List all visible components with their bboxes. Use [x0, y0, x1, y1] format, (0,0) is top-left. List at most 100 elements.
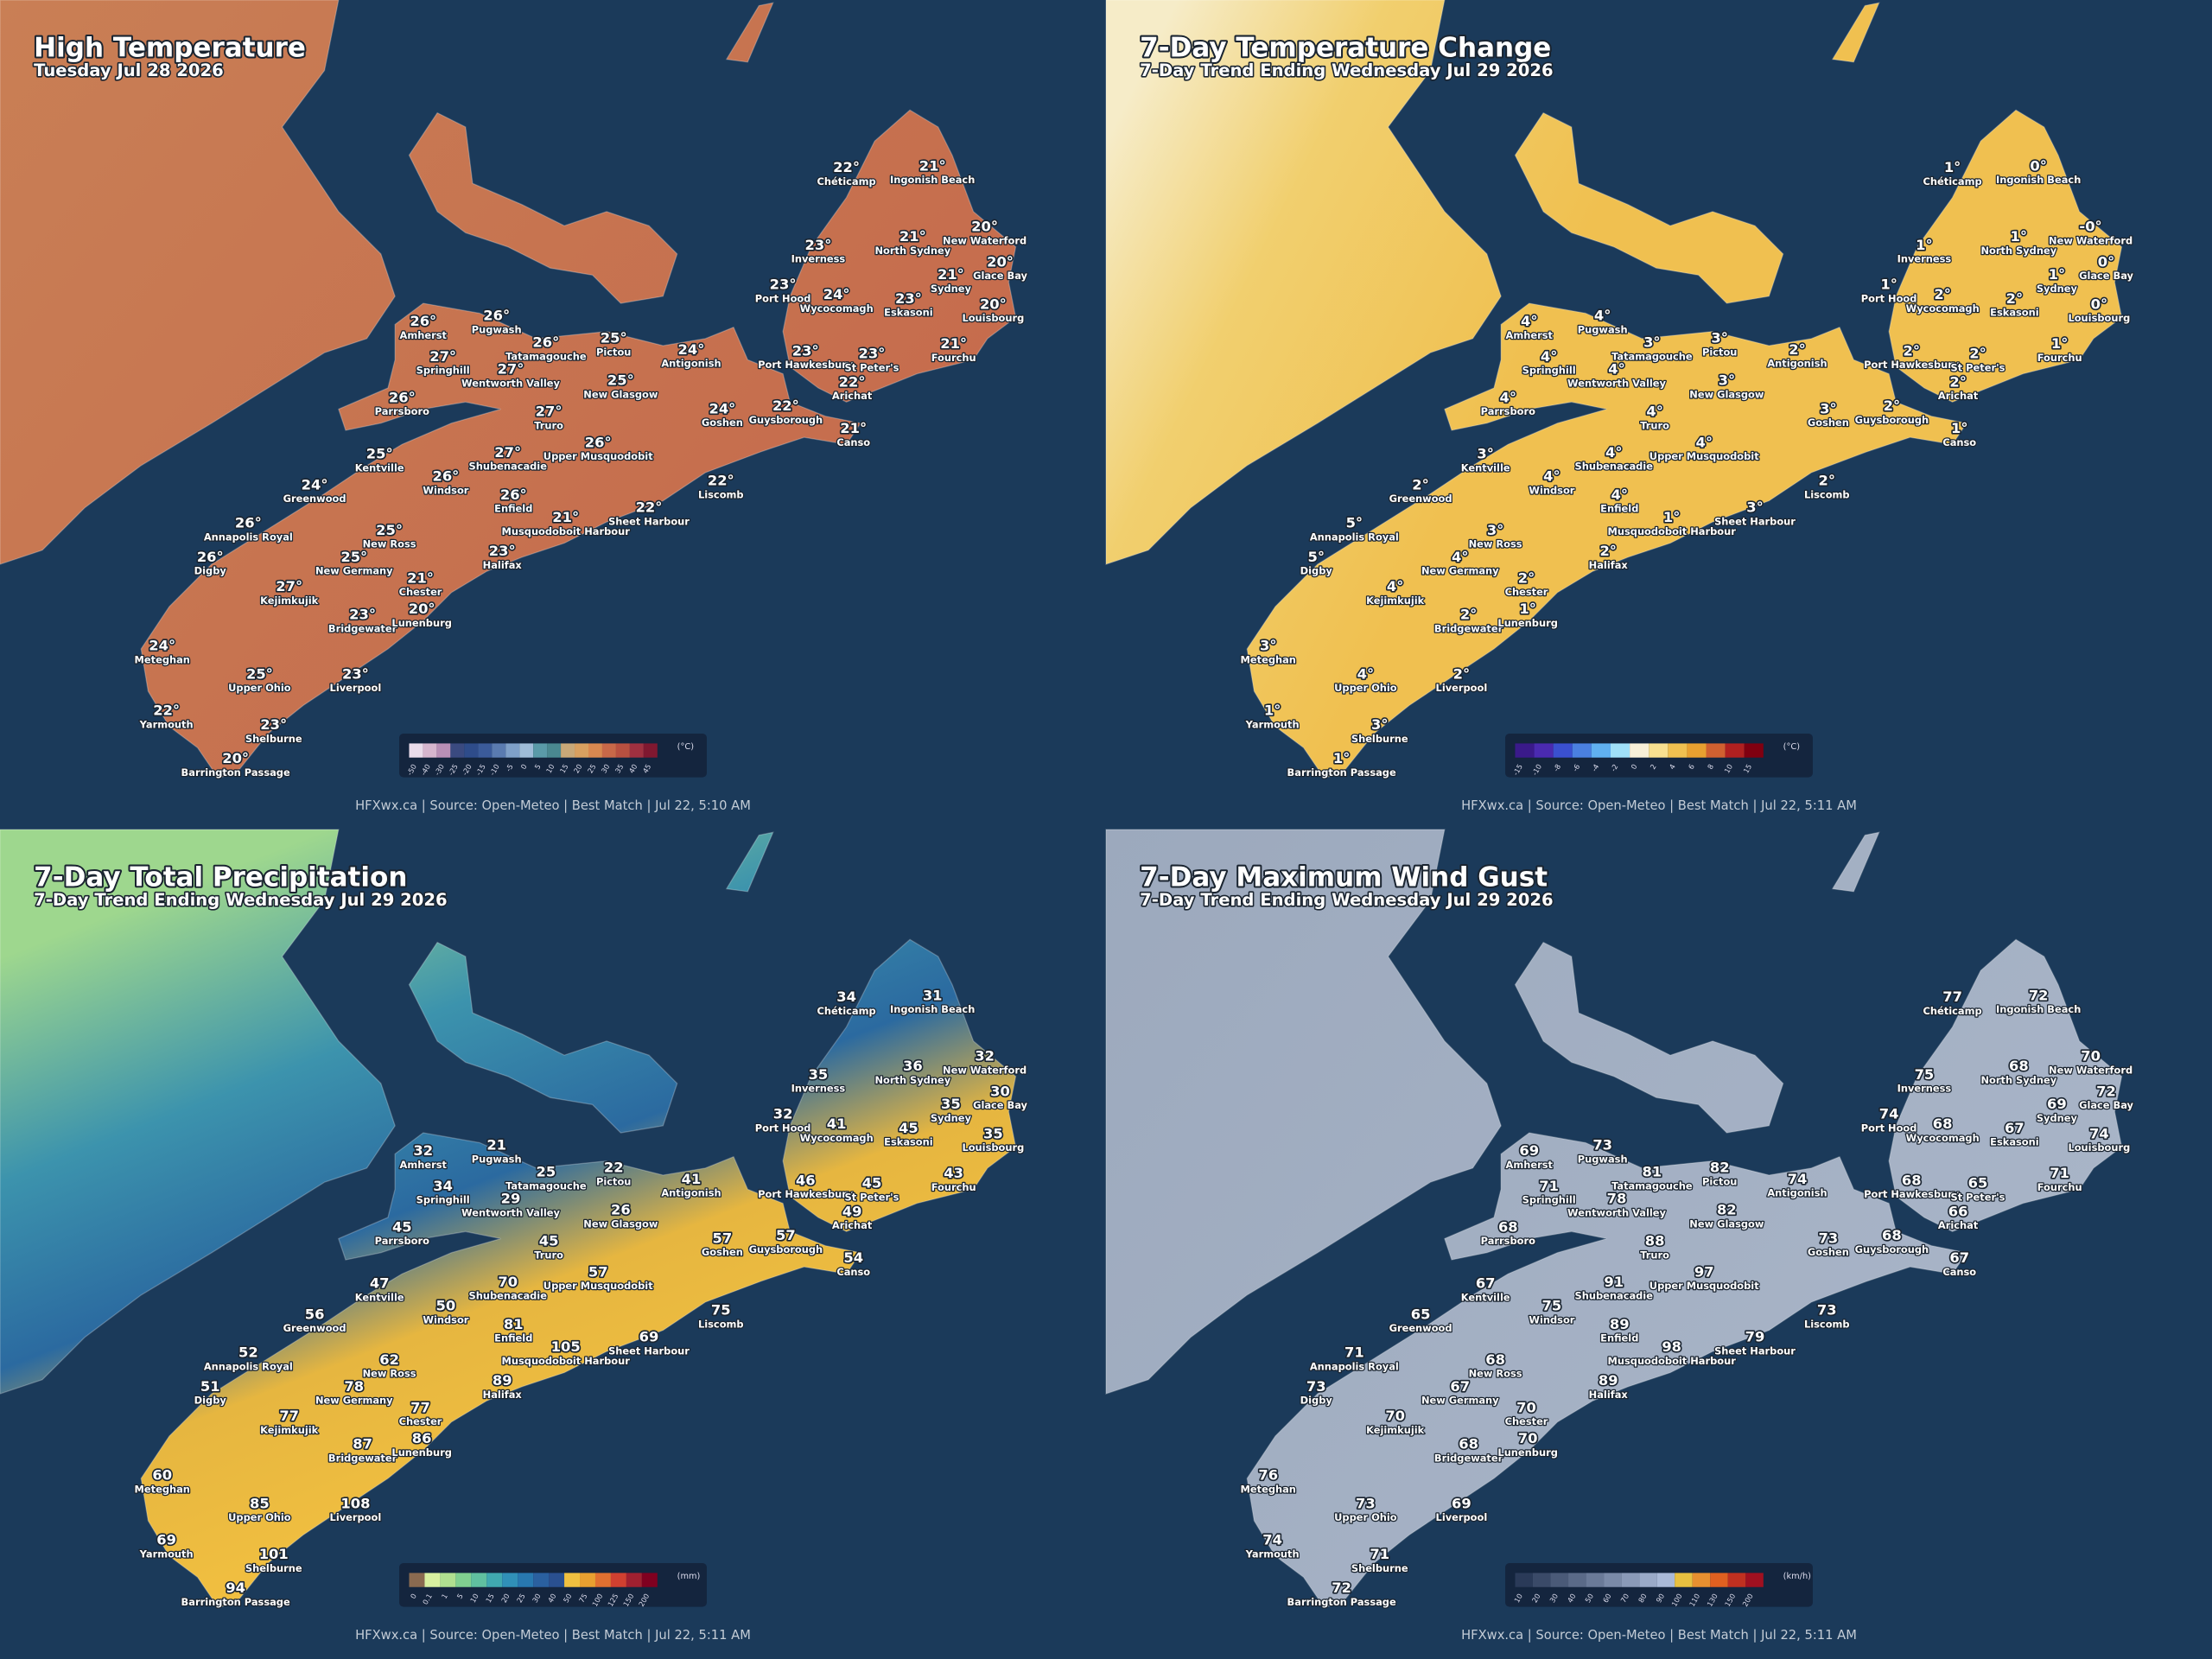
- city-value: 45: [899, 1120, 918, 1136]
- city-name: Windsor: [423, 1313, 468, 1325]
- legend-tick: 35: [613, 762, 626, 774]
- legend-tick: 60: [1601, 1592, 1613, 1604]
- city-name: St Peter's: [845, 361, 899, 373]
- legend-swatch: [1568, 1573, 1586, 1587]
- city-value: 31: [923, 988, 943, 1004]
- city-name: Parrsboro: [375, 1235, 429, 1247]
- legend-tick: 70: [1618, 1592, 1630, 1604]
- city-value: 2°: [1819, 473, 1836, 489]
- city-value: 22°: [153, 702, 180, 719]
- city-name: Eskasoni: [1990, 307, 2039, 319]
- city-value: 98: [1662, 1338, 1681, 1355]
- city-value: 26°: [410, 313, 436, 329]
- city-name: Sheet Harbour: [608, 1344, 690, 1357]
- city-value: 22°: [636, 499, 663, 516]
- city-value: 23°: [792, 342, 819, 359]
- city-value: 0°: [2098, 254, 2115, 270]
- city-value: 56: [305, 1306, 325, 1323]
- city-value: 23°: [895, 290, 922, 307]
- legend: -15 -10 -8 -6 -4 -2 0 2 4 6 8 10 15(°C): [1505, 733, 1813, 778]
- legend-swatch: [486, 1573, 503, 1587]
- city-name: Goshen: [702, 1246, 743, 1258]
- city-name: Wentworth Valley: [1567, 1206, 1666, 1218]
- city-value: 29: [501, 1191, 521, 1207]
- legend-tick: 30: [600, 762, 612, 774]
- legend: 0 0.1 1 5 10 15 20 25 30 40 50 75 100 125 150 200(mm): [399, 1562, 707, 1608]
- city-name: Upper Ohio: [1334, 1511, 1397, 1523]
- city-name: Annapolis Royal: [1310, 531, 1399, 543]
- city-value: 1°: [2011, 228, 2028, 245]
- city-name: Port Hawkesbury: [1864, 1188, 1960, 1200]
- city-value: 101: [259, 1546, 289, 1562]
- city-value: 25°: [607, 372, 634, 389]
- city-name: New Germany: [315, 564, 393, 576]
- city-value: 4°: [1541, 348, 1558, 365]
- legend-tick: 25: [586, 762, 598, 774]
- city-name: New Germany: [1421, 1394, 1499, 1406]
- city-name: Port Hood: [1861, 1122, 1917, 1134]
- city-name: Wentworth Valley: [461, 1206, 560, 1218]
- city-name: Kentville: [355, 1291, 404, 1303]
- city-name: Musquodoboit Harbour: [502, 525, 631, 537]
- city-name: Windsor: [1529, 1313, 1574, 1325]
- legend-swatch: [580, 1573, 595, 1587]
- city-value: 62: [379, 1351, 399, 1368]
- map-title: 7-Day Maximum Wind Gust: [1140, 861, 1548, 893]
- city-name: Ingonish Beach: [890, 1003, 975, 1015]
- legend-swatch: [471, 1573, 487, 1587]
- city-value: 67: [1949, 1249, 1969, 1266]
- city-value: 34: [433, 1178, 453, 1194]
- city-name: New Waterford: [943, 1064, 1027, 1076]
- legend-tick: 10: [544, 762, 556, 774]
- city-value: 46: [796, 1172, 816, 1188]
- city-name: Tatamagouche: [1611, 1179, 1693, 1192]
- city-name: Shubenacadie: [1575, 461, 1654, 473]
- city-name: New Ross: [1469, 537, 1522, 550]
- city-value: 2°: [1460, 607, 1478, 623]
- city-name: Shubenacadie: [469, 461, 548, 473]
- city-name: Windsor: [1529, 484, 1574, 496]
- city-value: 88: [1645, 1233, 1665, 1249]
- city-value: 68: [1498, 1218, 1518, 1235]
- city-value: 67: [1450, 1378, 1470, 1395]
- legend-swatch: [1710, 1573, 1728, 1587]
- city-name: New Waterford: [2049, 1064, 2133, 1076]
- city-name: Pugwash: [472, 323, 522, 335]
- city-name: Port Hood: [755, 292, 811, 304]
- city-value: 4°: [1646, 404, 1663, 420]
- city-name: Goshen: [1808, 1246, 1849, 1258]
- legend-swatch: [492, 743, 506, 758]
- city-value: 67: [2005, 1120, 2024, 1136]
- city-name: Upper Ohio: [228, 1511, 291, 1523]
- city-name: Barrington Passage: [1287, 766, 1396, 779]
- city-name: New Glasgow: [583, 388, 658, 400]
- city-value: 27°: [536, 404, 563, 420]
- city-name: Digby: [1300, 1394, 1333, 1406]
- city-value: 68: [1902, 1172, 1922, 1188]
- legend-unit: (°C): [677, 742, 694, 752]
- city-name: Springhill: [416, 365, 470, 377]
- city-name: Yarmouth: [1245, 718, 1300, 730]
- city-name: Ingonish Beach: [1996, 1003, 2081, 1015]
- city-value: 45: [392, 1218, 412, 1235]
- city-name: St Peter's: [845, 1191, 899, 1203]
- city-name: Port Hood: [1861, 292, 1917, 304]
- city-value: 70: [1518, 1430, 1538, 1446]
- city-name: Glace Bay: [973, 1099, 1027, 1111]
- city-value: 0°: [2091, 296, 2108, 313]
- legend-swatch: [1668, 743, 1688, 758]
- city-value: 105: [551, 1338, 581, 1355]
- legend-swatch: [594, 1573, 611, 1587]
- city-name: Canso: [1942, 1266, 1976, 1278]
- city-value: 21°: [552, 509, 579, 525]
- city-value: 75: [711, 1302, 731, 1319]
- city-name: Parrsboro: [375, 405, 429, 417]
- city-name: Tatamagouche: [1611, 350, 1693, 362]
- legend-swatch: [1610, 743, 1630, 758]
- legend-swatch: [409, 1573, 425, 1587]
- city-name: Eskasoni: [884, 1136, 933, 1148]
- legend-swatch: [1553, 743, 1573, 758]
- city-value: 68: [2009, 1058, 2029, 1074]
- city-value: 0°: [2030, 158, 2047, 175]
- legend-tick: 4: [1668, 762, 1677, 771]
